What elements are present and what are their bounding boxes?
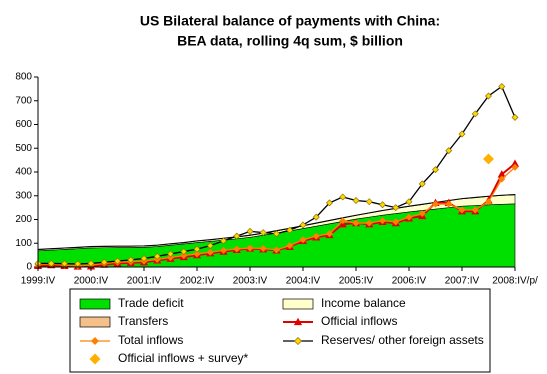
legend-box <box>69 288 491 373</box>
marker <box>100 258 108 266</box>
x-tick-label: 2005:IV <box>339 276 374 287</box>
marker <box>233 245 241 253</box>
x-tick-label: 2008:IV/p/ <box>492 276 538 287</box>
marker <box>445 200 453 208</box>
marker <box>246 244 254 252</box>
legend-label: Reserves/ other foreign assets <box>321 333 484 347</box>
legend-swatch <box>79 298 111 310</box>
marker <box>326 230 333 238</box>
x-tick-label: 2001:IV <box>127 276 162 287</box>
marker <box>259 244 267 252</box>
marker <box>498 175 506 183</box>
marker <box>483 153 494 165</box>
marker <box>273 230 280 238</box>
legend-marker <box>89 353 101 365</box>
marker <box>206 242 214 250</box>
marker <box>432 200 439 208</box>
marker <box>379 201 386 209</box>
marker <box>326 199 333 207</box>
legend-swatch <box>79 316 111 328</box>
marker <box>511 113 519 121</box>
marker <box>392 204 400 212</box>
marker <box>418 210 426 218</box>
legend-marker <box>91 337 99 345</box>
marker <box>87 259 95 267</box>
y-tick-label: 100 <box>15 238 32 249</box>
x-tick-label: 2007:IV <box>445 276 480 287</box>
y-tick-label: 200 <box>15 214 32 225</box>
x-tick-label: 2003:IV <box>233 276 268 287</box>
x-tick-label: 2000:IV <box>74 276 109 287</box>
marker <box>418 180 426 188</box>
marker <box>432 166 439 174</box>
chart-subtitle: BEA data, rolling 4q sum, $ billion <box>177 33 403 49</box>
marker <box>458 130 466 138</box>
marker <box>405 213 413 221</box>
marker <box>458 206 466 214</box>
legend-marker <box>293 317 303 326</box>
legend-marker <box>294 337 302 345</box>
legend-label: Transfers <box>118 314 168 328</box>
marker <box>312 213 320 221</box>
marker <box>498 83 506 90</box>
marker <box>220 246 227 254</box>
marker <box>286 242 294 250</box>
legend-label: Total inflows <box>118 333 183 347</box>
marker <box>352 219 360 227</box>
marker <box>352 197 360 204</box>
marker <box>167 250 174 258</box>
y-tick-label: 300 <box>15 190 32 201</box>
marker <box>206 248 214 256</box>
marker <box>471 110 479 118</box>
x-tick-label: 2004:IV <box>286 276 321 287</box>
marker <box>246 227 254 235</box>
marker <box>339 193 347 201</box>
legend-swatch <box>282 298 314 310</box>
marker <box>193 245 201 253</box>
marker <box>339 217 347 225</box>
y-tick-label: 700 <box>15 95 32 106</box>
marker <box>273 246 280 254</box>
marker <box>167 254 174 261</box>
marker <box>312 232 320 240</box>
marker <box>365 219 373 227</box>
legend-label: Official inflows + survey* <box>118 351 248 365</box>
marker <box>365 198 373 206</box>
marker <box>485 198 492 206</box>
legend-label: Trade deficit <box>118 296 184 310</box>
marker <box>485 92 492 100</box>
y-tick-label: 600 <box>15 119 32 130</box>
marker <box>511 163 519 171</box>
marker <box>153 252 161 260</box>
marker <box>286 226 294 234</box>
marker <box>299 236 307 244</box>
y-tick-label: 0 <box>26 262 32 273</box>
marker <box>47 259 55 267</box>
marker <box>193 250 201 258</box>
marker <box>392 218 400 226</box>
marker <box>445 147 453 155</box>
marker <box>127 256 135 264</box>
marker <box>233 232 241 240</box>
x-tick-label: 1999:IV <box>21 276 56 287</box>
marker <box>140 254 148 262</box>
marker <box>471 206 479 214</box>
marker <box>379 217 386 225</box>
x-tick-label: 2002:IV <box>180 276 215 287</box>
marker <box>220 237 227 245</box>
x-tick-label: 2006:IV <box>392 276 427 287</box>
y-tick-label: 500 <box>15 143 32 154</box>
marker <box>180 252 188 260</box>
marker <box>299 221 307 229</box>
y-tick-label: 400 <box>15 167 32 178</box>
legend-label: Official inflows <box>321 314 397 328</box>
legend-label: Income balance <box>321 296 406 310</box>
marker <box>259 229 267 237</box>
chart-title: US Bilateral balance of payments with Ch… <box>140 13 440 29</box>
marker <box>114 257 121 265</box>
y-tick-label: 800 <box>15 72 32 83</box>
marker <box>180 248 188 256</box>
marker <box>405 198 413 206</box>
